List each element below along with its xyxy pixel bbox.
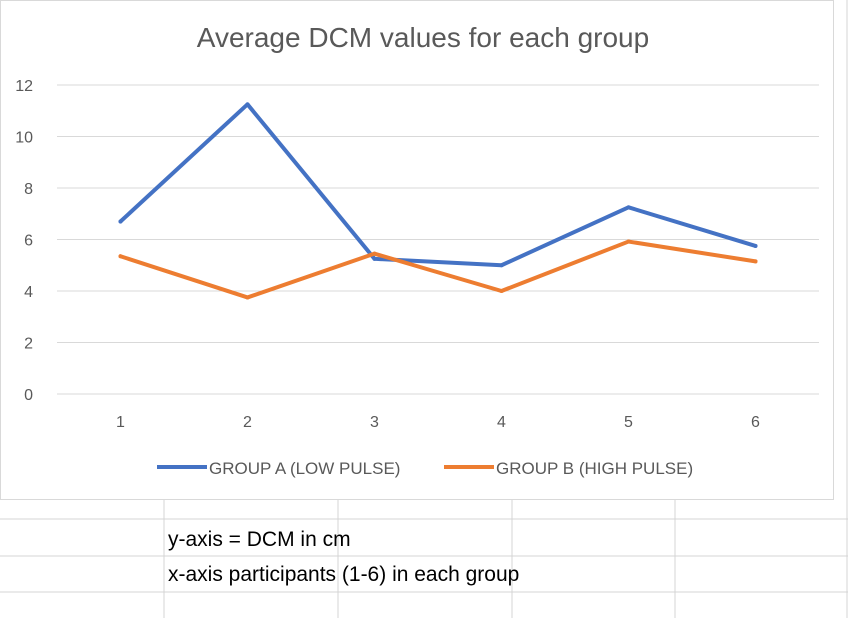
data-point (372, 251, 377, 256)
line-chart: Average DCM values for each group 0 2 4 6 8 10… (15, 22, 819, 478)
x-axis-note[interactable]: x-axis participants (1-6) in each group (168, 563, 520, 586)
x-tick-label: 6 (751, 414, 760, 431)
series-line-group-b (118, 239, 758, 300)
y-tick-label: 6 (24, 233, 33, 250)
data-point (245, 295, 250, 300)
x-tick-label: 5 (624, 414, 633, 431)
legend-label: GROUP A (LOW PULSE) (209, 459, 400, 478)
y-tick-label: 0 (24, 387, 33, 404)
legend-label: GROUP B (HIGH PULSE) (496, 459, 693, 478)
series-line-group-a (118, 102, 758, 268)
chart-title: Average DCM values for each group (197, 22, 649, 53)
data-point (118, 254, 123, 259)
data-point (499, 263, 504, 268)
y-tick-label: 2 (24, 336, 33, 353)
y-tick-label: 4 (24, 284, 33, 301)
data-point (753, 243, 758, 248)
y-axis-note[interactable]: y-axis = DCM in cm (168, 528, 351, 551)
data-point (118, 219, 123, 224)
y-tick-label: 8 (24, 181, 33, 198)
data-point (499, 289, 504, 293)
data-point (626, 205, 631, 210)
x-tick-label: 1 (116, 414, 125, 431)
y-tick-label: 10 (15, 130, 33, 147)
x-tick-label: 3 (370, 414, 379, 431)
data-point (372, 256, 377, 261)
data-point (626, 239, 631, 244)
data-point (753, 259, 758, 264)
x-tick-label: 2 (243, 414, 252, 431)
data-point (245, 102, 250, 107)
chart-container[interactable]: Average DCM values for each group 0 2 4 6 8 10… (0, 0, 834, 500)
x-tick-label: 4 (497, 414, 506, 431)
y-tick-label: 12 (15, 78, 33, 95)
